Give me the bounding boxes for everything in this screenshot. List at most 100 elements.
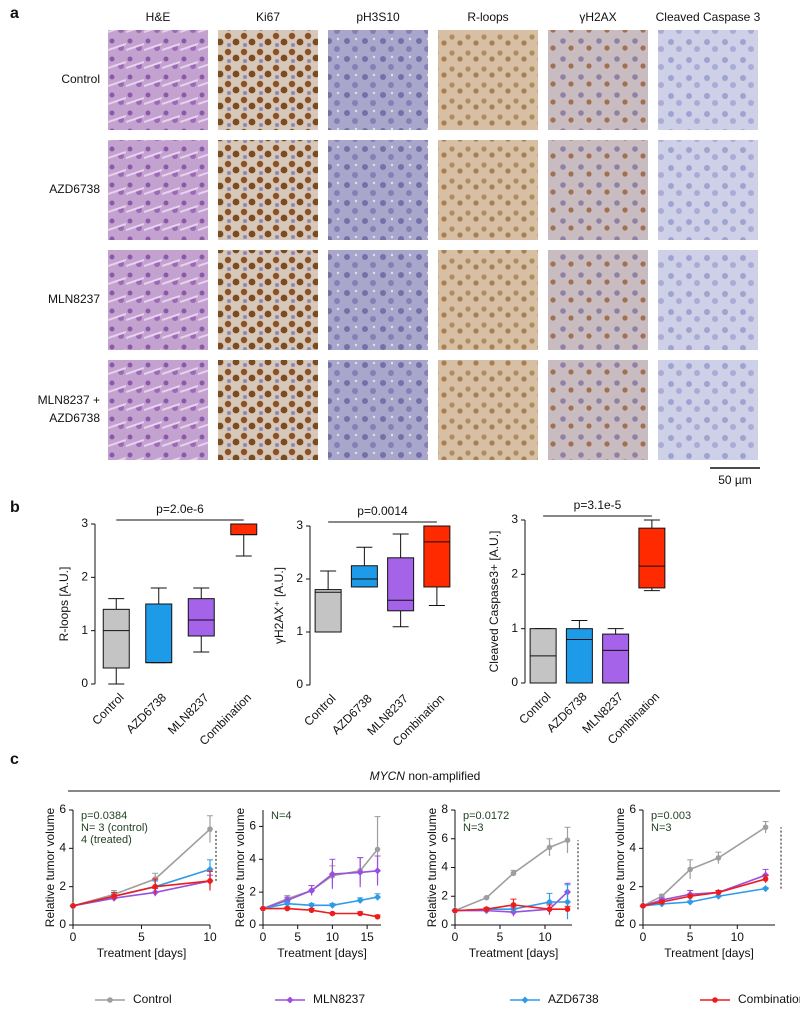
scale-bar-label: 50 µm xyxy=(718,473,752,487)
data-point xyxy=(284,905,291,912)
annotation: N=3 xyxy=(651,822,672,834)
y-tick-label: 1 xyxy=(296,624,303,638)
micrograph xyxy=(328,360,428,460)
micrograph xyxy=(108,250,208,350)
box xyxy=(387,557,415,612)
group-text: non-amplified xyxy=(408,769,480,783)
micrograph xyxy=(658,30,758,130)
column-header: Cleaved Caspase 3 xyxy=(656,10,761,24)
y-tick-label: 2 xyxy=(441,888,448,902)
legend-marker xyxy=(712,997,718,1003)
x-tick-label: 5 xyxy=(294,930,301,944)
micrograph xyxy=(218,250,318,350)
box xyxy=(638,527,666,589)
x-tick-label: 0 xyxy=(260,930,267,944)
micrograph xyxy=(658,360,758,460)
data-point xyxy=(308,887,316,894)
box xyxy=(187,598,215,637)
data-point xyxy=(546,844,553,851)
y-tick-label: 0 xyxy=(81,676,88,690)
x-tick-label: 10 xyxy=(203,930,217,944)
y-axis-label: Relative tumor volume xyxy=(233,807,247,927)
p-value: p=3.1e-5 xyxy=(574,498,622,512)
data-point xyxy=(329,910,336,917)
x-axis-label: Treatment [days] xyxy=(277,946,367,960)
legend-label: AZD6738 xyxy=(548,992,599,1006)
data-point xyxy=(308,907,315,914)
group-label: MYCN non-amplified xyxy=(370,769,481,783)
annotation: N=4 xyxy=(271,810,292,822)
y-tick-label: 0 xyxy=(511,675,518,689)
data-point xyxy=(152,883,158,890)
y-tick-label: 2 xyxy=(296,571,303,585)
y-tick-label: 4 xyxy=(59,841,66,855)
micrograph xyxy=(438,30,538,130)
data-point xyxy=(762,876,769,882)
data-point xyxy=(546,906,553,912)
box xyxy=(230,523,258,536)
micrograph xyxy=(548,250,648,350)
data-point xyxy=(374,846,381,853)
y-tick-label: 1 xyxy=(81,623,88,637)
x-axis-label: Treatment [days] xyxy=(97,946,187,960)
y-tick-label: 1 xyxy=(511,621,518,635)
data-point xyxy=(207,878,213,884)
data-point xyxy=(374,867,382,875)
data-point xyxy=(374,913,381,920)
data-point xyxy=(686,898,694,906)
data-point xyxy=(356,896,364,904)
data-point xyxy=(260,905,266,912)
micrograph xyxy=(438,250,538,350)
micrograph xyxy=(108,30,208,130)
data-point xyxy=(715,855,722,861)
box xyxy=(565,628,593,684)
annotation: p=0.0172 xyxy=(463,810,509,822)
y-tick-label: 8 xyxy=(441,802,448,816)
data-point xyxy=(564,837,571,843)
y-tick-label: 2 xyxy=(59,879,66,893)
data-point xyxy=(510,870,517,877)
micrograph xyxy=(218,140,318,240)
data-point xyxy=(640,903,646,909)
y-axis-label: γH2AX⁺ [A.U.] xyxy=(272,567,286,644)
column-header: R-loops xyxy=(467,10,508,24)
y-axis-label: R-loops [A.U.] xyxy=(57,567,71,642)
annotation: p=0.003 xyxy=(651,810,691,822)
y-tick-label: 2 xyxy=(81,570,88,584)
y-axis-label: Relative tumor volume xyxy=(613,807,627,927)
data-point xyxy=(374,893,382,901)
x-tick-label: 5 xyxy=(687,930,694,944)
y-tick-label: 2 xyxy=(629,879,636,893)
y-tick-label: 0 xyxy=(59,917,66,931)
legend-label: Control xyxy=(133,992,172,1006)
row-label: MLN8237 + xyxy=(38,393,100,407)
data-point xyxy=(659,893,665,900)
data-point xyxy=(687,893,693,900)
y-tick-label: 6 xyxy=(629,802,636,816)
data-point xyxy=(564,906,571,912)
column-header: pH3S10 xyxy=(356,10,400,24)
box xyxy=(602,633,630,684)
y-axis-label: Cleaved Caspase3+ [A.U.] xyxy=(487,531,501,673)
x-axis-label: Treatment [days] xyxy=(664,946,754,960)
x-tick-label: 0 xyxy=(70,930,77,944)
box xyxy=(350,565,378,588)
annotation: 4 (treated) xyxy=(81,834,132,846)
micrograph xyxy=(328,140,428,240)
y-tick-label: 3 xyxy=(296,518,303,532)
x-tick-label: 5 xyxy=(138,930,145,944)
data-point xyxy=(70,903,76,909)
row-label: AZD6738 xyxy=(49,182,100,196)
data-point xyxy=(715,889,722,896)
data-point xyxy=(308,901,316,909)
x-tick-label: Control xyxy=(89,690,126,727)
data-point xyxy=(328,901,336,909)
micrograph xyxy=(328,30,428,130)
y-tick-label: 4 xyxy=(249,851,256,865)
box xyxy=(102,608,130,669)
legend-marker xyxy=(107,997,113,1003)
y-tick-label: 2 xyxy=(249,884,256,898)
data-point xyxy=(762,824,769,831)
y-tick-label: 3 xyxy=(511,512,518,526)
